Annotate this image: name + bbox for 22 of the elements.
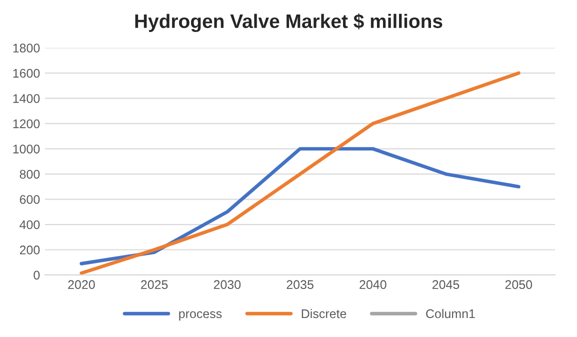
chart-title: Hydrogen Valve Market $ millions	[135, 13, 442, 32]
y-tick-label: 1000	[13, 144, 40, 154]
x-tick-label: 2045	[432, 280, 460, 290]
y-tick-label: 600	[20, 195, 40, 204]
y-tick-label: 1200	[13, 119, 40, 128]
legend-label: process	[179, 311, 222, 321]
line-series	[80, 71, 520, 275]
y-tick-label: 400	[20, 220, 40, 230]
x-tick-label: 2025	[141, 280, 168, 290]
x-tick-label: 2035	[286, 280, 314, 290]
x-tick-label: 2020	[68, 280, 95, 290]
y-tick-label: 1800	[13, 44, 40, 53]
x-tick-label: 2030	[214, 280, 241, 290]
y-tick-label: 0	[34, 270, 40, 280]
legend-label: Discrete	[302, 308, 346, 318]
y-tick-label: 1600	[13, 68, 40, 78]
x-tick-label: 2050	[505, 280, 532, 290]
y-tick-label: 800	[20, 170, 40, 179]
legend-label: Column1	[426, 308, 475, 318]
y-tick-label: 200	[20, 246, 40, 254]
x-tick-label: 2040	[360, 280, 386, 290]
y-tick-label: 1400	[13, 94, 40, 103]
